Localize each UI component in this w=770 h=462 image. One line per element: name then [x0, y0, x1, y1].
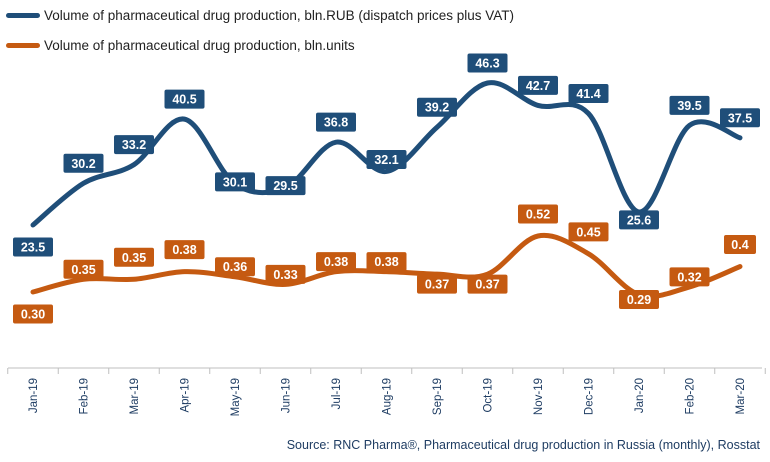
data-label: 0.45: [576, 225, 600, 239]
data-label-box: [265, 264, 306, 284]
data-label: 0.52: [526, 208, 550, 222]
legend-swatch-units: [6, 43, 40, 48]
x-tick-label: Dec-19: [584, 378, 596, 415]
legend-item-units: Volume of pharmaceutical drug production…: [6, 38, 355, 53]
data-label-box: [720, 108, 760, 128]
data-label: 30.2: [71, 157, 95, 171]
data-label-box: [467, 274, 508, 294]
data-label-box: [568, 84, 609, 104]
data-label: 0.35: [122, 251, 146, 265]
data-label-box: [114, 135, 154, 155]
data-label: 25.6: [627, 213, 651, 227]
data-label: 0.30: [21, 308, 45, 322]
data-label: 0.37: [425, 278, 449, 292]
data-label: 0.29: [627, 293, 651, 307]
data-label: 41.4: [576, 87, 600, 101]
data-label-box: [63, 153, 104, 173]
data-label-box: [215, 172, 255, 192]
data-label: 32.1: [374, 153, 398, 167]
data-label: 0.4: [731, 238, 748, 252]
data-label: 0.32: [677, 270, 701, 284]
data-label: 39.2: [425, 101, 449, 115]
source-note: Source: RNC Pharma®, Pharmaceutical drug…: [286, 438, 760, 452]
data-label-box: [316, 112, 356, 132]
data-label-box: [316, 252, 356, 272]
data-label: 37.5: [728, 111, 752, 125]
data-label: 0.38: [374, 255, 398, 269]
data-label: 46.3: [475, 57, 499, 71]
data-label-box: [164, 89, 205, 109]
x-tick-label: Jun-19: [281, 378, 293, 413]
data-label-box: [417, 97, 457, 117]
x-tick-label: Mar-20: [735, 378, 747, 414]
x-tick-label: Jul-19: [331, 378, 343, 409]
data-label: 39.5: [677, 99, 701, 113]
data-label-box: [265, 176, 306, 196]
data-label-box: [669, 267, 710, 287]
x-tick-label: Aug-19: [382, 378, 394, 415]
x-tick-label: Feb-20: [685, 378, 697, 414]
data-label: 0.36: [223, 260, 247, 274]
legend-swatch-rub: [6, 13, 40, 18]
x-tick-label: May-19: [230, 378, 242, 416]
data-label-box: [164, 240, 205, 260]
data-label-box: [366, 252, 407, 272]
data-label-box: [215, 257, 255, 277]
data-label: 40.5: [172, 93, 196, 107]
data-label: 0.38: [324, 255, 348, 269]
x-tick-label: Jan-20: [634, 378, 646, 413]
data-label-box: [518, 204, 558, 224]
data-label: 36.8: [324, 116, 348, 130]
data-label: 42.7: [526, 79, 550, 93]
data-label-box: [518, 75, 558, 95]
series-line-rub: [30, 80, 743, 228]
data-label: 0.37: [475, 278, 499, 292]
data-label: 0.35: [71, 263, 95, 277]
data-label-box: [63, 259, 104, 279]
data-label: 29.5: [273, 179, 297, 193]
x-tick-label: Feb-19: [79, 378, 91, 414]
x-tick-label: Nov-19: [533, 378, 545, 415]
x-tick-label: Sep-19: [432, 378, 444, 415]
series-line-units: [30, 232, 743, 299]
legend-label-rub: Volume of pharmaceutical drug production…: [44, 8, 514, 23]
legend-item-rub: Volume of pharmaceutical drug production…: [6, 8, 514, 23]
data-label-box: [417, 274, 457, 294]
data-label-box: [724, 235, 756, 255]
legend-label-units: Volume of pharmaceutical drug production…: [44, 38, 355, 53]
data-label-box: [467, 53, 508, 73]
data-label: 0.38: [172, 243, 196, 257]
data-label-box: [114, 247, 154, 267]
x-tick-label: Apr-19: [180, 378, 192, 413]
data-label-box: [366, 149, 407, 169]
data-label: 0.33: [273, 268, 297, 282]
x-tick-label: Mar-19: [129, 378, 141, 414]
data-label: 33.2: [122, 138, 146, 152]
x-tick-label: Jan-19: [28, 378, 40, 413]
data-label-box: [619, 290, 659, 310]
data-label-box: [13, 237, 53, 257]
data-label-box: [568, 222, 609, 242]
data-label: 30.1: [223, 175, 247, 189]
data-label-box: [13, 304, 53, 324]
data-label-box: [669, 95, 710, 115]
data-label-box: [619, 210, 659, 230]
x-tick-label: Oct-19: [483, 378, 495, 413]
data-label: 23.5: [21, 241, 45, 255]
